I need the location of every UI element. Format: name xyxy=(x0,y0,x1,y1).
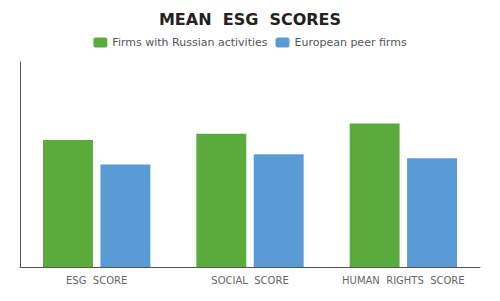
svg-text:HUMAN RIGHTS SCORE: HUMAN RIGHTS SCORE xyxy=(342,275,465,286)
svg-text:Firms with Russian activities: Firms with Russian activities xyxy=(112,36,267,49)
svg-text:European peer firms: European peer firms xyxy=(294,36,406,49)
svg-text:ESG SCORE: ESG SCORE xyxy=(66,275,127,286)
svg-text:MEAN ESG SCORES: MEAN ESG SCORES xyxy=(159,10,341,29)
svg-text:SOCIAL SCORE: SOCIAL SCORE xyxy=(211,275,288,286)
